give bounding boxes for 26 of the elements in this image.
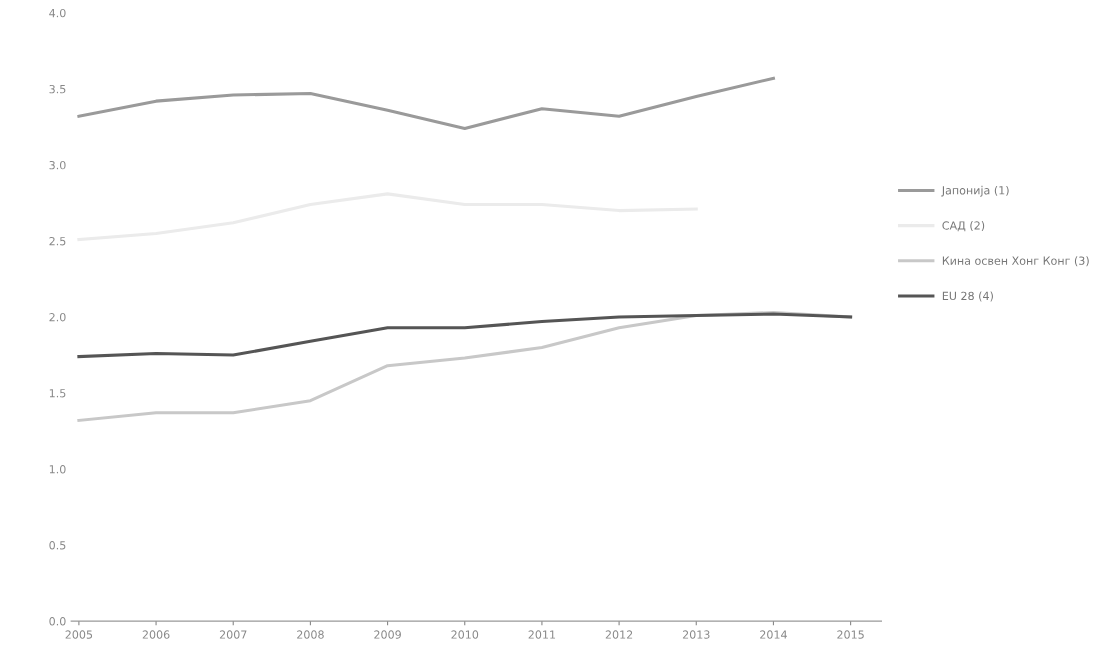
x-tick-label: 2015: [837, 630, 864, 639]
x-tick-label: 2011: [528, 630, 556, 639]
y-tick-label: 2.5: [49, 236, 66, 246]
y-tick-label: 3.5: [49, 84, 66, 94]
legend-label: Кина освен Хонг Конг (3): [942, 256, 1089, 267]
legend-label: EU 28 (4): [942, 291, 993, 302]
x-tick-label: 2010: [451, 630, 479, 639]
x-tick-label: 2014: [760, 630, 787, 639]
x-tick-label: 2007: [219, 630, 247, 639]
line-series: [77, 312, 853, 359]
x-tick-label: 2013: [682, 630, 710, 639]
x-tick-label: 2006: [142, 630, 170, 639]
y-tick-label: 0.0: [49, 617, 66, 626]
x-tick-label: 2008: [297, 630, 324, 639]
legend-label: Јапонија (1): [941, 185, 1009, 197]
y-tick-label: 1.5: [49, 389, 66, 398]
y-tick-label: 1.0: [49, 465, 66, 474]
line-series: [77, 76, 775, 131]
y-tick-label: 0.5: [49, 541, 66, 550]
x-tick-label: 2012: [605, 630, 633, 639]
x-tick-label: 2005: [65, 630, 93, 639]
y-tick-label: 4.0: [49, 8, 66, 18]
y-tick-label: 3.0: [49, 160, 66, 170]
legend-label: САД (2): [942, 221, 985, 232]
y-tick-label: 2.0: [49, 313, 66, 322]
x-tick-label: 2009: [374, 630, 401, 639]
